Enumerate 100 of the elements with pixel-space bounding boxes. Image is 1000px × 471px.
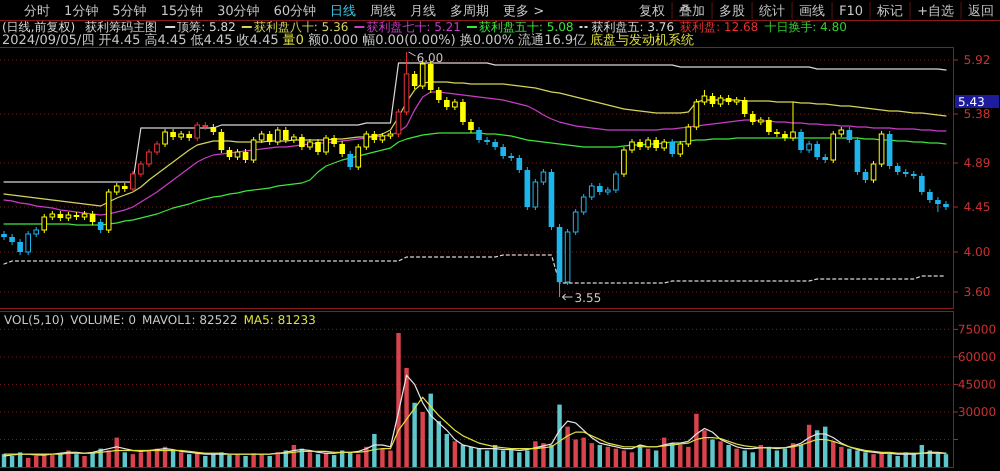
text: 月线 (410, 4, 436, 19)
annotation: 3.55 (574, 291, 602, 305)
text: 统计 (759, 4, 786, 19)
bar (444, 434, 450, 467)
bar (871, 454, 876, 467)
candlestick (854, 136, 860, 176)
candlestick (98, 218, 104, 234)
bar (710, 439, 715, 467)
text: 60分钟 (274, 4, 316, 19)
candlestick (492, 138, 498, 150)
bar (654, 450, 658, 467)
candlestick (894, 162, 900, 176)
annotation: 额0.000 幅0.00(0.00%) 换0.00% 流通16.9亿 (308, 32, 586, 48)
candlestick (774, 128, 780, 138)
annotation: MA5: 81233 (244, 313, 316, 327)
bar (598, 444, 602, 467)
bar (50, 455, 55, 467)
bar (646, 448, 650, 467)
bar (509, 448, 514, 467)
bar (203, 456, 208, 467)
bar (452, 441, 458, 467)
candlestick (742, 96, 748, 118)
text: 叠加 (679, 4, 706, 19)
candlestick (814, 140, 820, 160)
candlestick (484, 136, 490, 146)
candlestick (750, 110, 756, 126)
y-tick-label: 3.60 (964, 285, 990, 299)
candlestick (226, 146, 232, 160)
candlestick (339, 140, 345, 158)
candlestick (927, 188, 933, 204)
candlestick (210, 124, 216, 136)
y-tick-label: 60000 (958, 350, 996, 364)
y-tick-label: 45000 (958, 377, 996, 392)
bar (573, 439, 578, 467)
annotation: 底盘与发动机系统 (590, 33, 694, 48)
annotation: VOLUME: 0 (70, 313, 136, 327)
y-tick-label: 4.45 (964, 200, 990, 214)
y-tick-label: 5.38 (964, 107, 990, 121)
candlestick (347, 150, 354, 170)
bar (500, 450, 506, 467)
candlestick (436, 86, 442, 104)
candlestick (822, 154, 828, 164)
text: 周线 (370, 4, 396, 19)
candlestick (331, 134, 337, 148)
candlestick (596, 182, 603, 196)
bar (533, 441, 538, 467)
candlestick (202, 122, 208, 130)
bar (436, 421, 441, 467)
candlestick (846, 126, 852, 144)
text: 5分钟 (112, 4, 147, 19)
bar (130, 454, 136, 467)
bar (581, 438, 586, 467)
text: 获利盘: 12.68 (680, 20, 758, 34)
bar (267, 456, 272, 467)
bar (622, 450, 626, 467)
bar (138, 452, 144, 467)
candlestick (444, 96, 450, 110)
bar (372, 434, 377, 467)
bar (276, 452, 280, 467)
text: 多股 (719, 4, 746, 19)
legend-label: 获利盘五十: 5.08 (478, 20, 574, 34)
bar (114, 438, 119, 467)
text: 日线 (330, 4, 356, 19)
bar (702, 430, 707, 467)
bar (565, 426, 570, 467)
bar (460, 444, 466, 467)
bar (74, 454, 79, 467)
y-tick-label: 75000 (958, 322, 996, 336)
bar (525, 450, 530, 467)
candlestick (637, 138, 643, 150)
bar (106, 450, 111, 467)
bar (670, 443, 674, 467)
bar (332, 455, 336, 467)
y-tick-label: 4.00 (964, 245, 990, 259)
text: F10 (839, 4, 864, 19)
text: 5.43 (958, 95, 985, 109)
bar (839, 446, 844, 467)
bar (606, 446, 610, 467)
chart-title: VOL(5,10) (4, 313, 64, 327)
candlestick (90, 210, 96, 226)
bar (195, 453, 200, 467)
bar (34, 456, 38, 467)
bar (895, 456, 900, 467)
bar (831, 441, 836, 467)
annotation: 6.00 (416, 51, 444, 65)
bar (726, 444, 731, 467)
bar (814, 430, 820, 467)
candlestick (508, 152, 514, 162)
candlestick (74, 212, 80, 220)
candlestick (372, 130, 378, 144)
candlestick (476, 126, 482, 144)
bar (847, 448, 852, 467)
bar (428, 394, 433, 467)
candlestick (935, 196, 941, 212)
bar (766, 446, 772, 467)
bar (798, 444, 804, 467)
bar (484, 450, 490, 467)
candlestick (500, 144, 506, 160)
candlestick (315, 138, 321, 156)
legend-label: 获利盘八十: 5.36 (254, 20, 348, 34)
